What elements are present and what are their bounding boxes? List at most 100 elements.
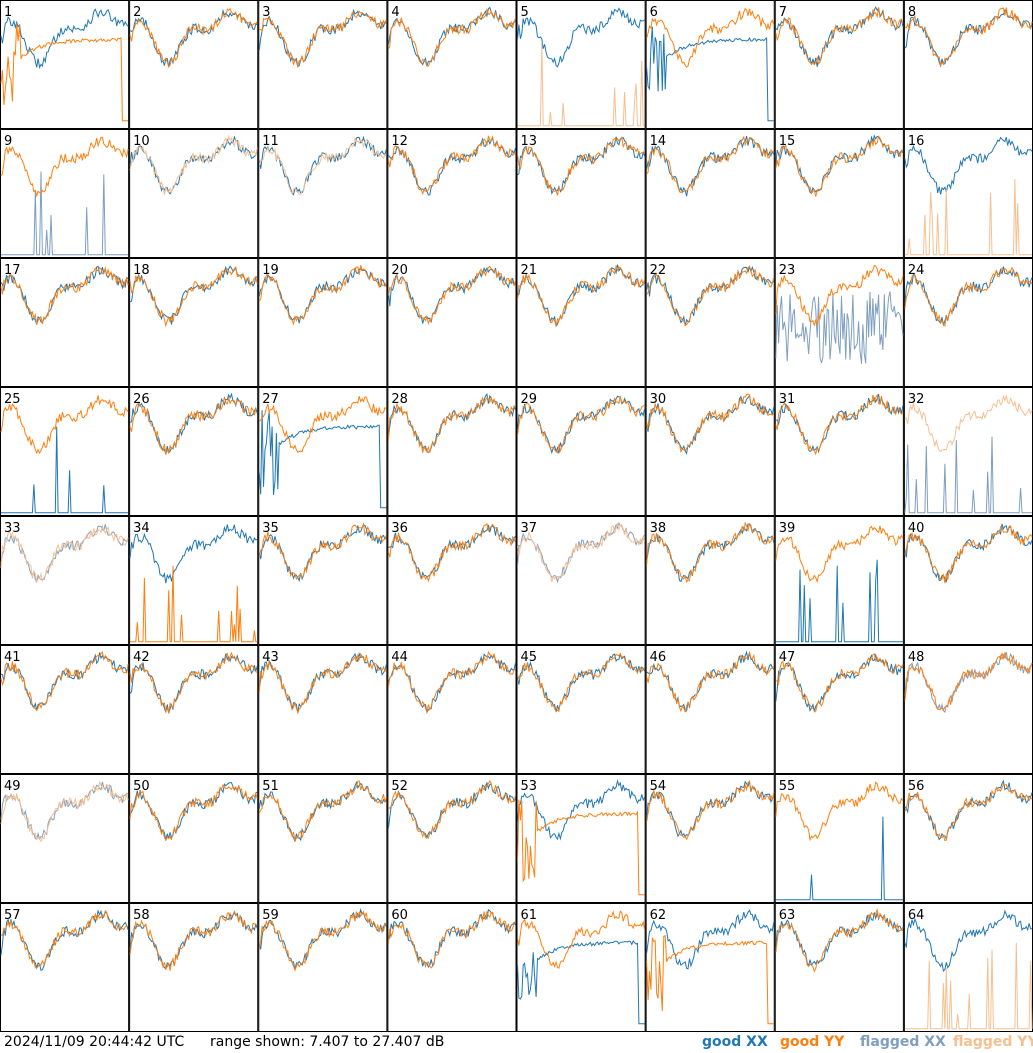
panel-62: 62 [645,903,775,1032]
good-yy-line [775,264,904,327]
good-yy-line [775,907,904,973]
panel-30: 30 [645,387,775,516]
panel-number: 32 [908,392,925,407]
panel-number: 45 [521,650,538,665]
flagged-xx-line [904,651,1033,714]
panel-number: 3 [262,5,270,20]
panel-28: 28 [387,387,517,516]
panel-frame [774,903,904,1032]
panel-11: 11 [258,129,388,258]
good-yy-line [0,266,129,325]
good-yy-line [517,264,646,327]
panel-frame [258,774,388,903]
good-yy-line [0,23,129,122]
panel-12: 12 [387,129,517,258]
panel-8: 8 [903,0,1033,129]
panel-41: 41 [0,645,130,774]
panel-frame [645,516,775,645]
panel-frame [129,516,259,645]
good-xx-line [517,7,645,68]
panel-10: 10 [129,129,259,258]
panel-61: 61 [516,903,646,1032]
panel-number: 34 [133,521,150,536]
flagged-yy-line [129,134,258,195]
panel-number: 1 [4,5,12,20]
panel-63: 63 [774,903,904,1032]
good-xx-line [129,524,258,584]
range-label: range shown: 7.407 to 27.407 dB [210,1034,445,1050]
panel-40: 40 [903,516,1033,645]
panel-frame [129,258,259,387]
panel-number: 59 [262,908,279,923]
good-yy-line [258,265,387,326]
good-xx-line [129,8,258,68]
panel-number: 27 [262,392,279,407]
panel-frame [129,129,259,258]
good-yy-line [387,522,516,583]
good-yy-line [0,136,129,198]
panel-frame [0,387,130,516]
panel-54: 54 [645,774,775,903]
panel-number: 46 [650,650,667,665]
panel-27: 27 [258,387,388,516]
good-xx-line [775,816,903,901]
panel-16: 16 [903,129,1033,258]
flagged-yy-line [0,780,129,843]
panel-frame [387,129,517,258]
panel-6: 6 [645,0,775,129]
panel-50: 50 [129,774,259,903]
good-yy-line [646,521,775,584]
good-yy-line [129,909,258,971]
panel-frame [258,903,388,1032]
legend-good-xx: good XX [702,1034,768,1050]
good-yy-line [130,565,258,643]
panel-number: 38 [650,521,667,536]
panel-number: 5 [521,5,529,20]
panel-37: 37 [516,516,646,645]
good-yy-line [646,934,774,1025]
good-yy-line [388,779,516,839]
good-yy-line [517,396,645,454]
good-xx-line [388,524,516,579]
panel-frame [774,0,904,129]
good-yy-line [129,396,258,455]
panel-number: 39 [779,521,796,536]
good-yy-line [904,7,1033,68]
flagged-xx-line [0,781,129,841]
panel-49: 49 [0,774,130,903]
panel-number: 13 [521,134,538,149]
panel-number: 31 [779,392,796,407]
panel-frame [774,516,904,645]
good-xx-line [517,136,646,195]
panel-frame [129,645,259,774]
panel-number: 55 [779,779,796,794]
good-yy-line [646,393,775,454]
panel-60: 60 [387,903,517,1032]
panel-frame [774,258,904,387]
panel-number: 60 [391,908,408,923]
panel-frame [516,0,646,129]
flagged-xx-line [1,171,129,256]
timestamp: 2024/11/09 20:44:42 UTC [4,1034,185,1050]
panel-frame [129,903,259,1032]
good-xx-line [1,426,129,514]
panel-frame [129,0,259,129]
panel-43: 43 [258,645,388,774]
good-xx-line [258,410,387,509]
panel-34: 34 [129,516,259,645]
good-yy-line [387,650,516,715]
panel-58: 58 [129,903,259,1032]
panel-number: 43 [262,650,279,665]
panel-19: 19 [258,258,388,387]
panel-number: 50 [133,779,150,794]
panel-number: 56 [908,779,925,794]
panel-frame [645,774,775,903]
panel-frame [645,129,775,258]
good-yy-line [258,910,387,972]
good-xx-line [0,8,129,70]
good-yy-line [904,525,1033,584]
panel-13: 13 [516,129,646,258]
good-xx-line [904,136,1033,195]
good-xx-line [258,652,387,713]
